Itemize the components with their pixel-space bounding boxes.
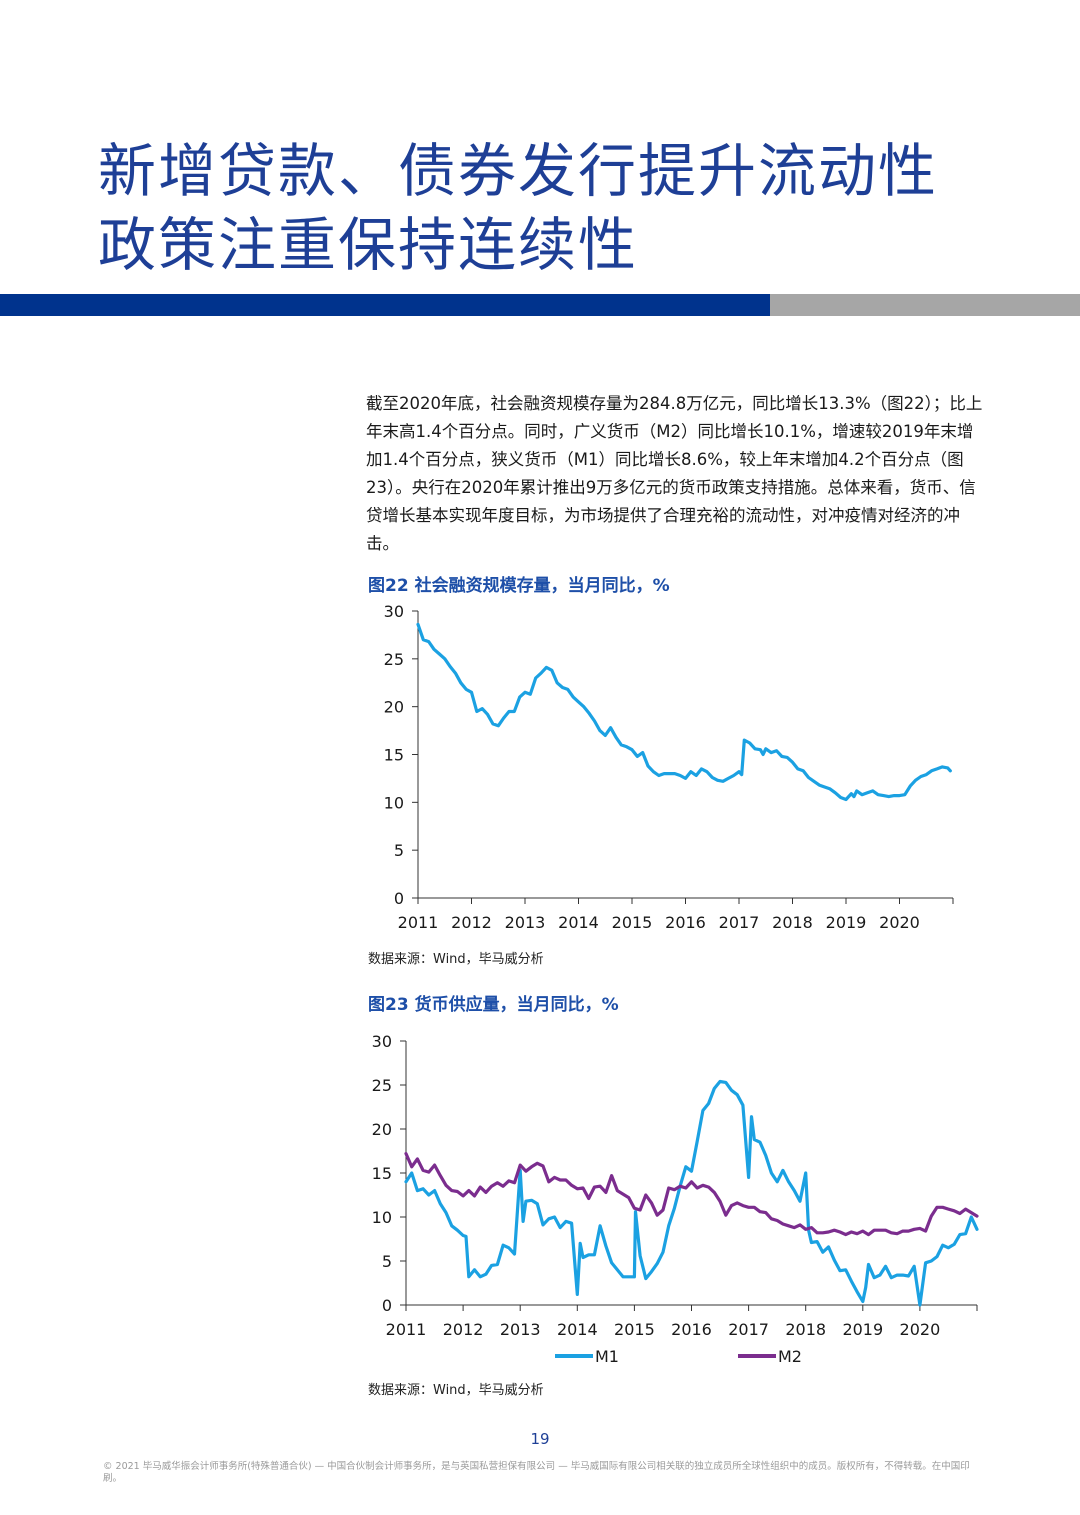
y-tick-label: 5 [382, 1252, 392, 1271]
header-band-grey [770, 294, 1080, 316]
intro-paragraph: 截至2020年底，社会融资规模存量为284.8万亿元，同比增长13.3%（图22… [366, 394, 983, 553]
series-line-m2 [404, 1152, 979, 1237]
legend-item-m2: M2 [738, 1347, 802, 1366]
y-tick-label: 20 [372, 1120, 392, 1139]
x-tick-label: 2011 [398, 913, 439, 932]
y-tick-label: 0 [394, 889, 404, 908]
y-tick-label: 30 [384, 602, 404, 621]
x-tick-label: 2019 [826, 913, 867, 932]
y-tick-label: 15 [384, 746, 404, 765]
legend-label-m2: M2 [778, 1347, 802, 1366]
legend-label-m1: M1 [595, 1347, 619, 1366]
x-tick-label: 2011 [386, 1320, 427, 1339]
x-tick-label: 2016 [665, 913, 706, 932]
x-tick-label: 2014 [557, 1320, 598, 1339]
figure22-source: 数据来源：Wind，毕马威分析 [368, 952, 544, 967]
x-tick-label: 2012 [451, 913, 492, 932]
series-line-m1 [404, 1079, 979, 1307]
figure22-title: 图22 社会融资规模存量，当月同比，% [368, 576, 670, 596]
x-tick-label: 2017 [719, 913, 760, 932]
page-title-line-2: 政策注重保持连续性 [98, 211, 639, 279]
y-tick-label: 30 [372, 1032, 392, 1051]
page-number: 19 [530, 1430, 550, 1448]
y-tick-label: 5 [394, 841, 404, 860]
x-tick-label: 2014 [558, 913, 599, 932]
x-tick-label: 2020 [879, 913, 920, 932]
y-tick-label: 15 [372, 1164, 392, 1183]
x-tick-label: 2012 [443, 1320, 484, 1339]
y-tick-label: 25 [372, 1076, 392, 1095]
x-tick-label: 2013 [505, 913, 546, 932]
legend-item-m1: M1 [555, 1347, 619, 1366]
x-tick-label: 2018 [772, 913, 813, 932]
y-tick-label: 25 [384, 650, 404, 669]
header-band-blue [0, 294, 770, 316]
x-tick-label: 2020 [900, 1320, 941, 1339]
x-tick-label: 2015 [614, 1320, 655, 1339]
page-title-line-1: 新增贷款、债券发行提升流动性 [98, 137, 939, 205]
figure23-source: 数据来源：Wind，毕马威分析 [368, 1383, 544, 1398]
figure23-title: 图23 货币供应量，当月同比，% [368, 995, 619, 1015]
x-tick-label: 2013 [500, 1320, 541, 1339]
x-tick-label: 2018 [785, 1320, 826, 1339]
x-tick-label: 2017 [728, 1320, 769, 1339]
x-tick-label: 2019 [842, 1320, 883, 1339]
y-tick-label: 0 [382, 1296, 392, 1315]
x-tick-label: 2015 [612, 913, 653, 932]
series-line-chart22-0 [416, 622, 952, 802]
y-tick-label: 20 [384, 698, 404, 717]
y-tick-label: 10 [372, 1208, 392, 1227]
footer-copyright: © 2021 毕马威华振会计师事务所(特殊普通合伙) — 中国合伙制会计师事务所… [103, 1461, 970, 1484]
y-tick-label: 10 [384, 793, 404, 812]
x-tick-label: 2016 [671, 1320, 712, 1339]
